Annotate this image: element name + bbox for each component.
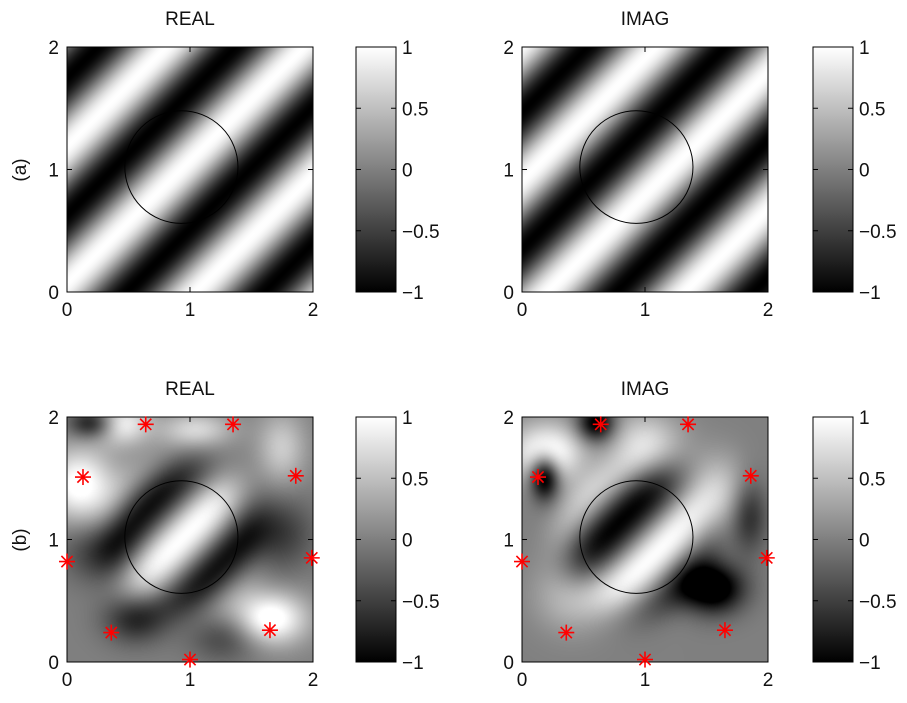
colorbar-tick-label: 0.5 — [402, 469, 428, 490]
source-marker — [261, 622, 278, 639]
y-tick-label: 0 — [48, 283, 59, 304]
y-tick-label: 1 — [503, 531, 514, 552]
x-tick-label: 2 — [763, 670, 774, 691]
x-tick-label: 2 — [763, 300, 774, 321]
y-tick-label: 2 — [503, 408, 514, 429]
colorbar-tick-label: −1 — [859, 653, 881, 674]
source-marker — [716, 622, 733, 639]
colorbar-tick-label: −0.5 — [859, 592, 897, 613]
source-marker — [103, 624, 120, 641]
colorbar-tick-label: −1 — [402, 283, 424, 304]
source-marker — [742, 467, 759, 484]
colorbar-tick-label: 0.5 — [859, 469, 885, 490]
colorbar-tick-label: −0.5 — [402, 592, 440, 613]
colorbar: −1 −0.5 0 0.5 1 — [355, 408, 440, 674]
colorbar-gradient — [355, 416, 397, 663]
heatmap-image — [67, 47, 313, 292]
colorbar-tick-label: −0.5 — [402, 222, 440, 243]
panel-2: 0 1 2 0 1 2 IMAG — [503, 9, 773, 321]
y-tick-label: 1 — [48, 531, 59, 552]
colorbar-tick-label: 0.5 — [402, 99, 428, 120]
panel-title: REAL — [165, 379, 215, 400]
colorbar-tick-label: 0.5 — [859, 99, 885, 120]
source-marker — [59, 553, 75, 570]
x-tick-label: 1 — [185, 300, 196, 321]
colorbar: −1 −0.5 0 0.5 1 — [812, 38, 897, 304]
panel-3: 0 1 2 0 1 2 REAL — [48, 379, 320, 691]
x-tick-label: 2 — [308, 300, 319, 321]
colorbar-tick-label: −0.5 — [859, 222, 897, 243]
source-marker — [558, 624, 575, 641]
source-marker — [182, 651, 198, 668]
colorbar-gradient — [812, 416, 854, 663]
colorbar-tick-label: 1 — [402, 408, 413, 429]
domain-circle — [124, 480, 239, 594]
colorbar-gradient — [355, 46, 397, 293]
x-tick-label: 2 — [308, 670, 319, 691]
colorbar-tick-label: 0 — [402, 161, 413, 182]
source-marker — [592, 416, 609, 433]
source-marker — [225, 416, 242, 433]
y-tick-label: 0 — [503, 653, 514, 674]
source-marker — [758, 549, 775, 566]
heatmap-image — [522, 47, 768, 292]
x-tick-label: 0 — [517, 670, 528, 691]
y-tick-label: 2 — [48, 38, 59, 59]
y-tick-label: 0 — [503, 283, 514, 304]
colorbar-tick-label: 0 — [402, 531, 413, 552]
y-tick-label: 0 — [48, 653, 59, 674]
panel-title: IMAG — [621, 379, 670, 400]
y-tick-label: 1 — [48, 161, 59, 182]
colorbar: −1 −0.5 0 0.5 1 — [812, 408, 897, 674]
x-tick-label: 1 — [640, 670, 651, 691]
y-tick-label: 2 — [503, 38, 514, 59]
colorbar-tick-label: −1 — [402, 653, 424, 674]
panel-title: IMAG — [621, 9, 670, 30]
x-tick-label: 0 — [62, 670, 73, 691]
heatmap-image — [522, 417, 768, 662]
source-marker — [303, 549, 320, 566]
panel-title: REAL — [165, 9, 215, 30]
x-tick-label: 1 — [185, 670, 196, 691]
colorbar-tick-label: 0 — [859, 161, 870, 182]
colorbar-tick-label: 1 — [402, 38, 413, 59]
colorbar: −1 −0.5 0 0.5 1 — [355, 38, 440, 304]
source-marker — [680, 416, 697, 433]
x-tick-label: 1 — [640, 300, 651, 321]
colorbar-tick-label: 1 — [859, 408, 870, 429]
panel-1: 0 1 2 0 1 2 REAL — [48, 9, 318, 321]
y-tick-label: 1 — [503, 161, 514, 182]
x-tick-label: 0 — [62, 300, 73, 321]
source-marker — [637, 651, 653, 668]
source-marker — [137, 416, 154, 433]
row-label: (a) — [10, 158, 31, 181]
colorbar-tick-label: −1 — [859, 283, 881, 304]
source-marker — [74, 469, 91, 486]
source-marker — [514, 553, 530, 570]
domain-circle — [124, 110, 239, 224]
colorbar-tick-label: 0 — [859, 531, 870, 552]
source-marker — [287, 467, 304, 484]
x-tick-label: 0 — [517, 300, 528, 321]
colorbar-tick-label: 1 — [859, 38, 870, 59]
y-tick-label: 2 — [48, 408, 59, 429]
colorbar-gradient — [812, 46, 854, 293]
heatmap-image — [67, 417, 313, 662]
panel-4: 0 1 2 0 1 2 IMAG — [503, 379, 775, 691]
domain-circle — [579, 110, 694, 224]
source-marker — [529, 469, 546, 486]
row-label: (b) — [10, 528, 31, 551]
domain-circle — [579, 480, 694, 594]
